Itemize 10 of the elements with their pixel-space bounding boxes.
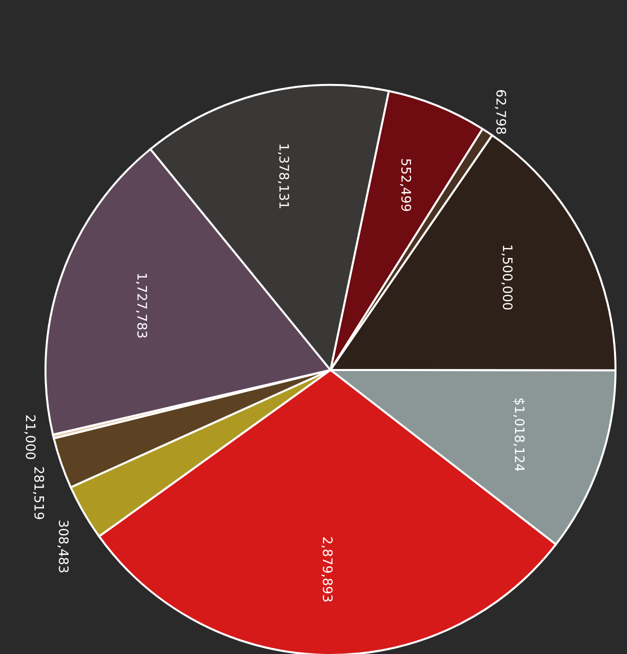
- data-label: 62,798: [492, 89, 508, 135]
- data-label: 2,879,893: [318, 536, 334, 603]
- data-label: 21,000: [22, 414, 38, 460]
- data-label: 1,378,131: [275, 143, 290, 210]
- data-label: 1,727,783: [134, 272, 149, 339]
- data-label: 281,519: [30, 466, 46, 520]
- data-label: 308,483: [54, 520, 70, 574]
- data-label: 1,500,000: [499, 244, 514, 310]
- data-label: 552,499: [397, 158, 412, 212]
- data-label: $1,018,124: [511, 397, 526, 472]
